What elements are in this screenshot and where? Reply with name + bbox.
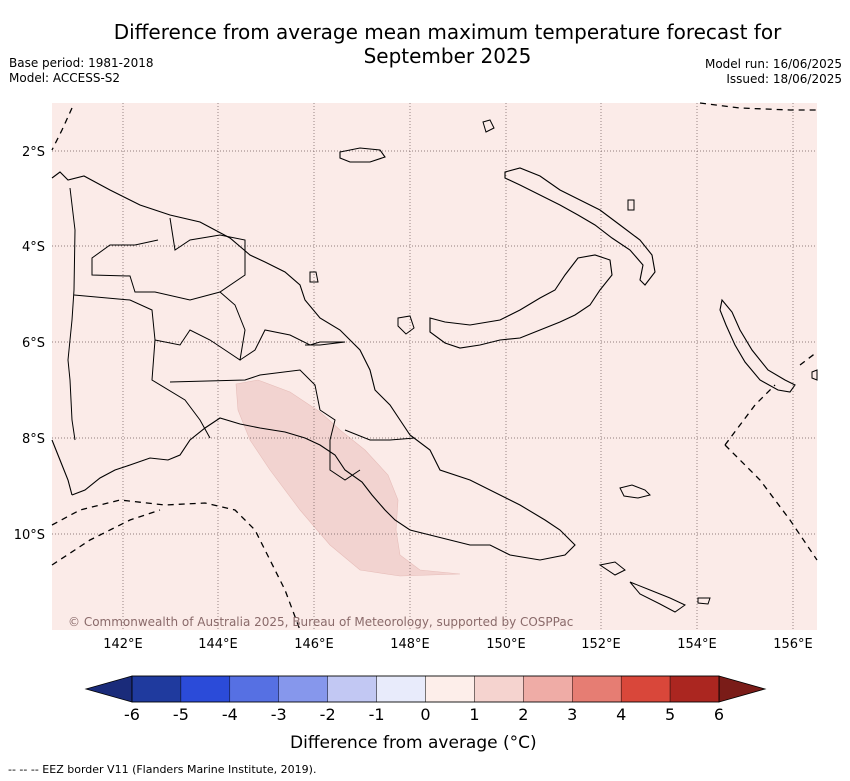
lon-label: 144°E [198, 637, 238, 652]
graticule [52, 103, 817, 630]
lat-label: 6°S [22, 336, 45, 351]
chart-title: Difference from average mean maximum tem… [113, 20, 782, 68]
latitude-labels: 2°S 4°S 6°S 8°S 10°S [14, 145, 45, 543]
colorbar-tick-label: 0 [420, 705, 431, 724]
lat-label: 4°S [22, 240, 45, 255]
meta-left: Base period: 1981-2018 Model: ACCESS-S2 [9, 56, 154, 86]
lat-label: 10°S [14, 528, 45, 543]
colorbar-swatch [376, 675, 426, 703]
small-island-1 [482, 119, 495, 133]
manus-island [339, 147, 386, 163]
colorbar-swatch [669, 675, 720, 703]
map-background [52, 103, 817, 630]
colorbar [84, 675, 767, 703]
lon-label: 142°E [103, 637, 143, 652]
colorbar-tick-label: 3 [567, 705, 578, 724]
lon-label: 156°E [773, 637, 813, 652]
louisiade-islands [598, 484, 711, 613]
base-period: Base period: 1981-2018 [9, 56, 154, 70]
small-island-3 [397, 315, 415, 335]
colorbar-swatch [131, 675, 182, 703]
colorbar-tick-label: -6 [124, 705, 140, 724]
colorbar-tick-label: -4 [221, 705, 238, 724]
bougainville-north [811, 369, 818, 381]
colorbar-tick-label: 6 [713, 705, 725, 724]
meta-right: Model run: 16/06/2025 Issued: 18/06/2025 [705, 57, 842, 87]
colorbar-swatch [474, 675, 524, 703]
colorbar-tick-label: -3 [270, 705, 287, 724]
colorbar-low-extend [84, 675, 133, 703]
new-britain-coastline [429, 254, 613, 349]
colorbar-tick-label: 5 [664, 705, 676, 724]
colorbar-tick-label: -2 [319, 705, 336, 724]
colorbar-tick-label: -1 [368, 705, 385, 724]
lon-label: 154°E [677, 637, 717, 652]
new-guinea-coastline [51, 171, 576, 561]
lon-label: 152°E [581, 637, 621, 652]
colorbar-high-extend [718, 675, 767, 703]
lat-label: 2°S [22, 145, 45, 160]
small-island-2 [627, 199, 635, 211]
eez-footnote: -- -- -- EEZ border V11 (Flanders Marine… [8, 763, 317, 776]
lon-label: 150°E [486, 637, 526, 652]
lat-label: 8°S [22, 432, 45, 447]
colorbar-swatch [278, 675, 328, 703]
colorbar-swatch [620, 675, 671, 703]
colorbar-swatch [425, 675, 475, 703]
bougainville-coastline [719, 298, 796, 393]
colorbar-tick-label: 1 [469, 705, 480, 724]
colorbar-frame [131, 675, 720, 703]
colorbar-label: Difference from average (°C) [290, 733, 537, 753]
copyright-text: © Commonwealth of Australia 2025, Bureau… [68, 615, 573, 629]
colorbar-swatch [523, 675, 573, 703]
model-run: Model run: 16/06/2025 [704, 57, 842, 71]
colorbar-tick-label: -5 [172, 705, 189, 724]
lon-label: 148°E [390, 637, 430, 652]
eez-borders [51, 102, 818, 631]
longitude-labels: 142°E 144°E 146°E 148°E 150°E 152°E 154°… [103, 637, 813, 652]
colorbar-swatch [327, 675, 377, 703]
new-ireland-coastline [504, 167, 656, 286]
colorbar-tick-label: 2 [518, 705, 529, 724]
lon-label: 146°E [294, 637, 334, 652]
small-island-4 [309, 271, 319, 283]
issued-date: Issued: 18/06/2025 [726, 72, 842, 86]
colorbar-swatch [229, 675, 279, 703]
colorbar-tick-label: 4 [616, 705, 627, 724]
province-boundaries [67, 187, 416, 481]
west-coast [51, 439, 73, 496]
colorbar-swatch [572, 675, 622, 703]
colorbar-swatch [180, 675, 231, 703]
model-name: Model: ACCESS-S2 [9, 71, 121, 85]
